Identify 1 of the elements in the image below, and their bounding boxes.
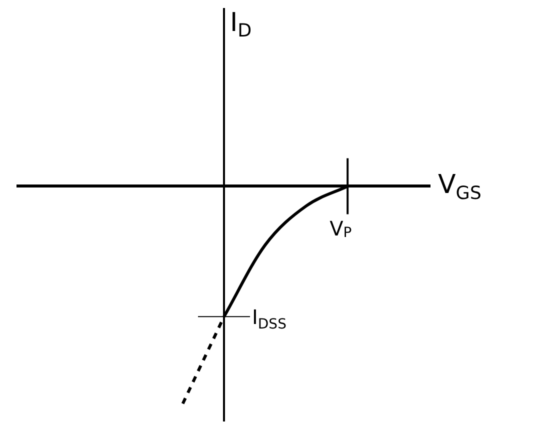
annotation: VP	[330, 216, 352, 241]
